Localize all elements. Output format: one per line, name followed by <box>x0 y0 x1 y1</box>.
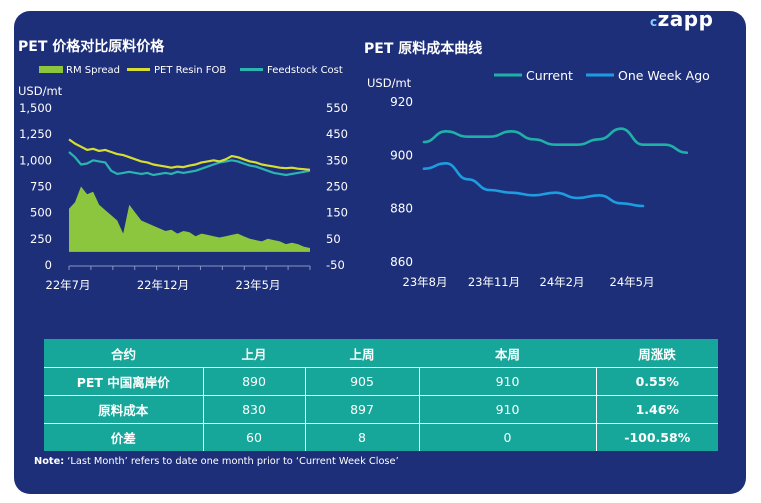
feedstock-cost-line <box>68 151 311 177</box>
x-tick-label: 23年5月 <box>236 278 281 292</box>
note-label: Note: <box>34 456 65 467</box>
logo-text: zapp <box>657 11 714 31</box>
right-y-tick-label: 150 <box>326 206 348 220</box>
legend-label-feedstock-cost: Feedstock Cost <box>267 65 343 76</box>
y-tick-label: 860 <box>390 255 413 269</box>
right-chart-y-axis-label: USD/mt <box>367 76 412 90</box>
left-y-tick-label: 1,000 <box>19 153 52 167</box>
right-y-tick-label: 550 <box>326 101 348 115</box>
legend-label-current: Current <box>526 68 573 83</box>
left-y-axis-label: USD/mt <box>18 84 63 98</box>
row-last-month: 830 <box>202 395 305 424</box>
x-tick-label: 24年2月 <box>540 275 585 289</box>
x-tick-label: 24年5月 <box>610 275 655 289</box>
row-last-month: 60 <box>202 423 305 451</box>
x-tick-label: 22年12月 <box>137 278 189 292</box>
legend-label-pet-resin-fob: PET Resin FOB <box>154 65 226 76</box>
right-y-tick-label: -50 <box>326 258 345 272</box>
pet-vs-feedstock-chart: RM Spread PET Resin FOB Feedstock Cost USD/… <box>18 65 348 292</box>
left-y-tick-label: 0 <box>45 258 52 272</box>
left-y-tick-label: 500 <box>30 206 52 220</box>
x-tick-label: 22年7月 <box>46 278 91 292</box>
row-contract: PET 中国离岸价 <box>44 367 203 396</box>
table-row: PET 中国离岸价 890 905 910 0.55% <box>44 367 718 396</box>
right-y-tick-label: 450 <box>326 127 348 141</box>
row-last-week: 905 <box>304 367 419 396</box>
x-tick-label: 23年8月 <box>403 275 448 289</box>
logo-dot-icon: c <box>650 15 658 29</box>
left-y-tick-label: 1,500 <box>19 101 52 115</box>
price-table: 合约 上月 上周 本周 周涨跌 PET 中国离岸价 890 905 910 0.… <box>44 339 718 451</box>
row-this-week: 0 <box>418 423 596 451</box>
feedstock-cost-curve-chart: USD/mt Current One Week Ago 920 900 880 860 23年… <box>367 68 710 289</box>
legend-swatch-rm-spread <box>39 66 63 73</box>
left-y-tick-label: 750 <box>30 180 52 194</box>
row-weekly-change: -100.58% <box>595 423 718 451</box>
right-chart-title: PET 原料成本曲线 <box>364 41 483 57</box>
x-tick-label: 23年11月 <box>468 275 520 289</box>
legend-label-week-ago: One Week Ago <box>618 68 710 83</box>
y-tick-label: 920 <box>390 95 413 109</box>
left-chart-title: PET 价格对比原料价格 <box>18 39 165 55</box>
row-this-week: 910 <box>418 395 596 424</box>
card: czapp PET 价格对比原料价格 PET 原料成本曲线 RM Spread P… <box>14 11 746 494</box>
right-y-tick-label: 50 <box>326 232 341 246</box>
legend-label-rm-spread: RM Spread <box>66 65 120 76</box>
row-weekly-change: 0.55% <box>595 367 718 396</box>
row-contract: 价差 <box>44 423 203 451</box>
rm-spread-area <box>69 186 310 252</box>
row-last-week: 8 <box>304 423 419 451</box>
y-tick-label: 880 <box>390 202 413 216</box>
row-last-month: 890 <box>202 367 305 396</box>
header-this-week: 本周 <box>419 339 596 368</box>
row-this-week: 910 <box>418 367 596 396</box>
y-tick-label: 900 <box>390 148 413 162</box>
one-week-ago-line <box>422 161 645 208</box>
header-last-week: 上周 <box>305 339 419 368</box>
zapp-logo: czapp <box>650 11 713 31</box>
pet-resin-fob-line <box>68 138 311 171</box>
note-text: ‘Last Month’ refers to date one month pr… <box>64 456 399 467</box>
header-contract: 合约 <box>44 339 203 368</box>
footnote: Note: ‘Last Month’ refers to date one mo… <box>34 456 399 467</box>
row-weekly-change: 1.46% <box>595 395 718 424</box>
right-y-tick-label: 250 <box>326 180 348 194</box>
right-y-tick-label: 350 <box>326 153 348 167</box>
header-weekly-change: 周涨跌 <box>596 339 718 368</box>
row-last-week: 897 <box>304 395 419 424</box>
table-header-row: 合约 上月 上周 本周 周涨跌 <box>44 339 718 368</box>
header-last-month: 上月 <box>203 339 305 368</box>
left-y-tick-label: 1,250 <box>19 127 52 141</box>
row-contract: 原料成本 <box>44 395 203 424</box>
table-row: 价差 60 8 0 -100.58% <box>44 423 718 451</box>
table-row: 原料成本 830 897 910 1.46% <box>44 395 718 424</box>
left-y-tick-label: 250 <box>30 232 52 246</box>
current-line <box>422 127 689 154</box>
